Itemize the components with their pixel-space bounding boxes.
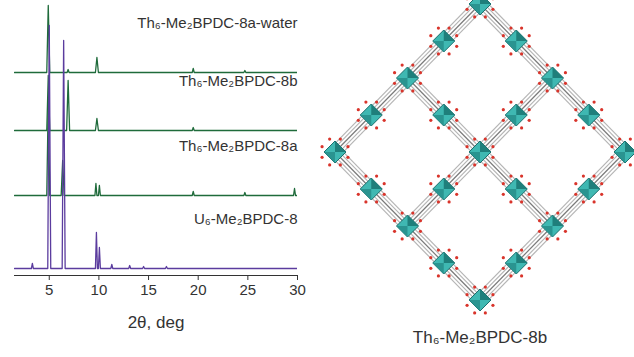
svg-text:U₆-Me₂BPDC-8: U₆-Me₂BPDC-8 xyxy=(194,210,298,227)
svg-text:20: 20 xyxy=(190,281,207,298)
svg-text:5: 5 xyxy=(45,281,53,298)
svg-text:10: 10 xyxy=(91,281,108,298)
svg-text:Th₆-Me₂BPDC-8b: Th₆-Me₂BPDC-8b xyxy=(413,328,547,347)
svg-text:Th₆-Me₂BPDC-8b: Th₆-Me₂BPDC-8b xyxy=(179,72,298,89)
svg-text:30: 30 xyxy=(289,281,306,298)
svg-text:15: 15 xyxy=(140,281,157,298)
svg-text:2θ, deg: 2θ, deg xyxy=(128,313,185,332)
svg-text:Th₆-Me₂BPDC-8a-water: Th₆-Me₂BPDC-8a-water xyxy=(137,14,297,31)
svg-text:25: 25 xyxy=(240,281,257,298)
svg-text:Th₆-Me₂BPDC-8a: Th₆-Me₂BPDC-8a xyxy=(179,137,298,154)
